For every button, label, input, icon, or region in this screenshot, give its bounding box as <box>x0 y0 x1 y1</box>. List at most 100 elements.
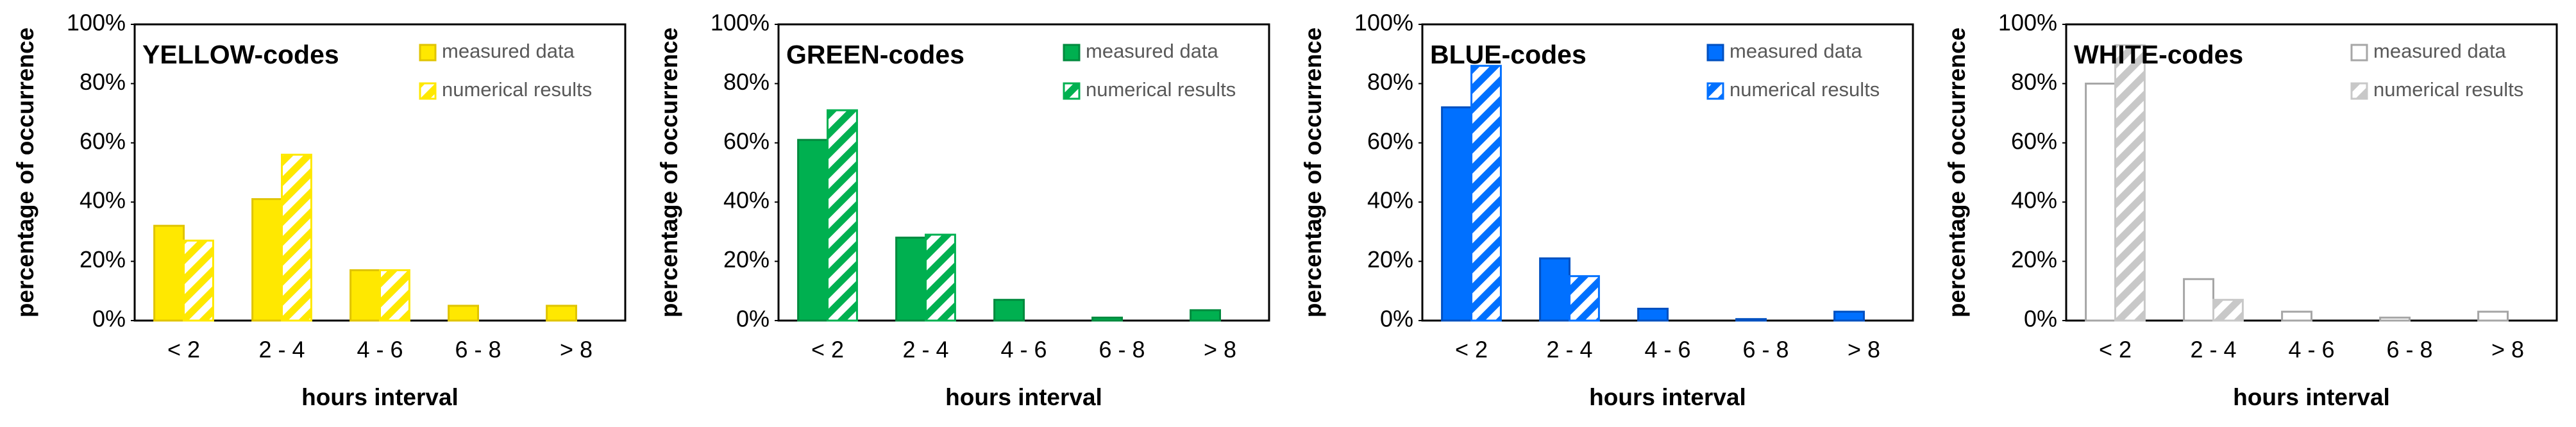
y-axis-label: percentage of occurrence <box>1300 28 1326 317</box>
bar <box>1470 65 1502 322</box>
bar <box>1190 309 1221 322</box>
bar <box>1441 106 1473 322</box>
legend-label: measured data <box>2373 40 2507 62</box>
x-axis-label: hours interval <box>1589 384 1746 410</box>
legend-label: measured data <box>1730 40 1863 62</box>
legend-swatch <box>1063 44 1081 62</box>
x-tick-label: 6 - 8 <box>1742 337 1789 363</box>
y-axis-label: percentage of occurrence <box>656 28 682 317</box>
y-tick-label: 100% <box>67 10 126 36</box>
x-tick-label: 2 - 4 <box>2190 337 2236 363</box>
y-tick-label: 60% <box>723 128 770 154</box>
y-tick-label: 100% <box>711 10 770 36</box>
x-tick-label: 2 - 4 <box>258 337 305 363</box>
x-tick-label: 4 - 6 <box>1000 337 1047 363</box>
y-tick-label: 40% <box>1367 187 1413 214</box>
y-tick-label: 60% <box>80 128 126 154</box>
bar <box>183 239 214 322</box>
y-axis-label: percentage of occurrence <box>12 28 38 317</box>
legend-swatch <box>419 82 437 100</box>
bar <box>993 299 1025 322</box>
y-tick-label: 60% <box>1367 128 1413 154</box>
x-tick-label: < 2 <box>167 337 200 363</box>
bar <box>251 198 283 322</box>
bar <box>1637 308 1669 322</box>
chart-title: GREEN-codes <box>786 40 964 69</box>
y-tick-label: 40% <box>80 187 126 214</box>
bar <box>827 109 858 322</box>
x-tick-label: < 2 <box>1455 337 1488 363</box>
bar <box>153 224 185 322</box>
y-tick-label: 20% <box>80 246 126 272</box>
legend-label: measured data <box>1086 40 1219 62</box>
bar <box>1833 310 1865 322</box>
bar <box>2281 310 2313 322</box>
bar <box>546 305 577 322</box>
legend-swatch <box>2350 82 2368 100</box>
x-tick-label: 4 - 6 <box>357 337 403 363</box>
x-tick-label: 6 - 8 <box>2386 337 2432 363</box>
bar <box>1735 318 1767 322</box>
bar <box>1539 257 1571 322</box>
x-axis-label: hours interval <box>301 384 459 410</box>
bar <box>797 138 829 322</box>
y-tick-label: 40% <box>2011 187 2057 214</box>
y-tick-label: 60% <box>2011 128 2057 154</box>
chart-title: WHITE-codes <box>2074 40 2243 69</box>
legend-label: measured data <box>442 40 575 62</box>
y-tick-label: 0% <box>92 306 126 332</box>
y-tick-label: 0% <box>1380 306 1413 332</box>
legend-label: numerical results <box>442 78 592 101</box>
bar <box>1091 316 1123 322</box>
x-tick-label: > 8 <box>1204 337 1236 363</box>
x-tick-label: > 8 <box>2491 337 2524 363</box>
bar <box>2114 44 2146 322</box>
bar <box>1569 275 1600 322</box>
legend-label: numerical results <box>1086 78 1236 101</box>
x-axis-label: hours interval <box>2233 384 2390 410</box>
y-tick-label: 100% <box>1354 10 1413 36</box>
bar <box>2212 299 2244 322</box>
chart-title: YELLOW-codes <box>142 40 339 69</box>
x-tick-label: 4 - 6 <box>1644 337 1690 363</box>
y-tick-label: 20% <box>2011 246 2057 272</box>
bar <box>2183 278 2215 322</box>
y-tick-label: 100% <box>1998 10 2057 36</box>
legend-swatch <box>1063 82 1081 100</box>
x-tick-label: 2 - 4 <box>902 337 948 363</box>
y-tick-label: 20% <box>1367 246 1413 272</box>
bar <box>925 233 956 322</box>
y-tick-label: 20% <box>723 246 770 272</box>
x-tick-label: 4 - 6 <box>2288 337 2334 363</box>
y-tick-label: 40% <box>723 187 770 214</box>
legend-label: numerical results <box>2373 78 2523 101</box>
bar <box>2477 310 2509 322</box>
legend-swatch <box>2350 44 2368 62</box>
y-tick-label: 80% <box>80 69 126 95</box>
y-tick-label: 80% <box>723 69 770 95</box>
legend-swatch <box>1706 44 1724 62</box>
legend-label: numerical results <box>1730 78 1880 101</box>
chart-title: BLUE-codes <box>1430 40 1587 69</box>
y-tick-label: 0% <box>2024 306 2057 332</box>
x-tick-label: 2 - 4 <box>1546 337 1592 363</box>
legend-swatch <box>419 44 437 62</box>
x-tick-label: 6 - 8 <box>455 337 501 363</box>
x-tick-label: > 8 <box>1848 337 1880 363</box>
legend-swatch <box>1706 82 1724 100</box>
x-tick-label: < 2 <box>2099 337 2132 363</box>
y-axis-label: percentage of occurrence <box>1944 28 1970 317</box>
y-tick-label: 0% <box>736 306 770 332</box>
bar <box>895 237 927 322</box>
bar <box>379 269 410 322</box>
bar <box>281 153 312 322</box>
x-axis-label: hours interval <box>945 384 1102 410</box>
y-tick-label: 80% <box>2011 69 2057 95</box>
bar <box>349 269 381 322</box>
bar <box>448 305 479 322</box>
y-tick-label: 80% <box>1367 69 1413 95</box>
bar <box>2085 82 2117 322</box>
x-tick-label: > 8 <box>560 337 593 363</box>
x-tick-label: < 2 <box>811 337 844 363</box>
